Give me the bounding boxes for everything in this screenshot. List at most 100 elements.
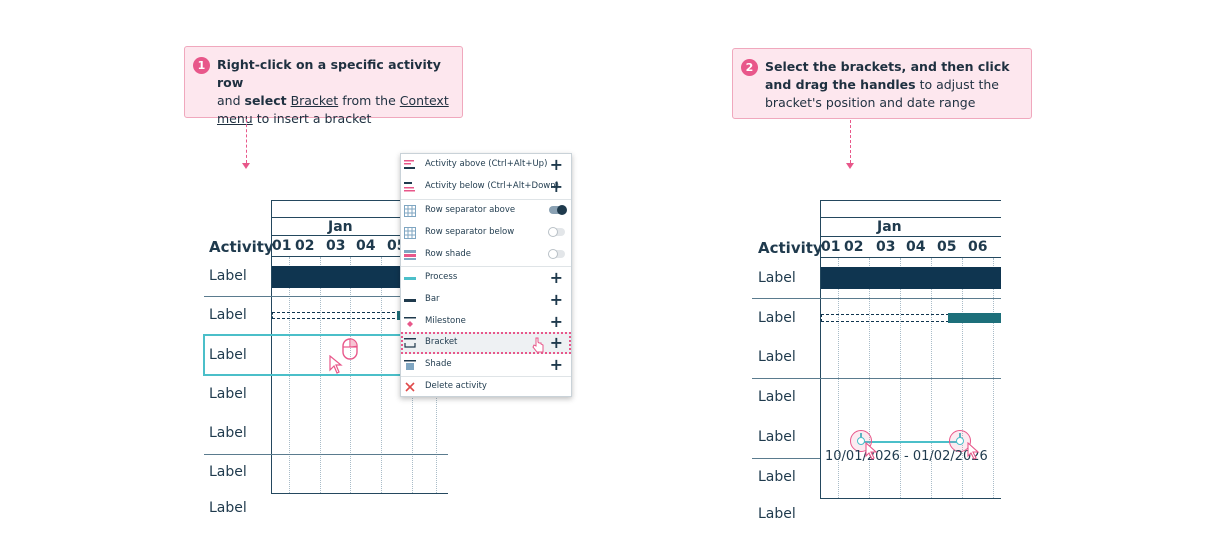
menu-item-label: Process xyxy=(425,272,458,282)
menu-item-activity-below[interactable]: Activity below (Ctrl+Alt+Down) + xyxy=(401,176,571,198)
shade-icon xyxy=(404,360,416,370)
row-label: Label xyxy=(209,386,247,402)
day-label: 04 xyxy=(356,238,376,254)
callout-1-connector xyxy=(246,119,247,163)
callout-2-part-2: to adjust the bracket's position and dat… xyxy=(765,77,999,110)
row-label: Label xyxy=(758,506,796,522)
add-icon[interactable]: + xyxy=(549,155,563,174)
step-1-badge: 1 xyxy=(193,57,210,74)
dashed-bar[interactable] xyxy=(821,314,949,322)
timeline-top-line xyxy=(271,200,406,201)
menu-item-row-separator-below[interactable]: Row separator below xyxy=(401,222,571,244)
step-2-callout: 2 Select the brackets, and then click an… xyxy=(732,48,1032,119)
dashed-bar[interactable] xyxy=(272,312,400,319)
row-label: Label xyxy=(758,389,796,405)
day-label: 05 xyxy=(937,239,957,255)
menu-item-shade[interactable]: Shade + xyxy=(401,354,571,376)
timeline-month-line xyxy=(271,217,406,218)
header-bottom-line xyxy=(271,256,406,257)
row-label: Label xyxy=(758,429,796,445)
day-label: 03 xyxy=(876,239,896,255)
gantt-bottom-line xyxy=(271,493,448,494)
row-label: Label xyxy=(209,500,247,516)
delete-icon xyxy=(405,382,415,392)
month-label: Jan xyxy=(877,219,902,235)
row-label: Label xyxy=(209,425,247,441)
selected-row-highlight[interactable] xyxy=(203,334,403,376)
teal-bar[interactable] xyxy=(397,311,402,320)
menu-item-process[interactable]: Process + xyxy=(401,267,571,289)
menu-item-activity-above[interactable]: Activity above (Ctrl+Alt+Up) + xyxy=(401,154,571,176)
row-shade-icon xyxy=(404,250,416,260)
menu-item-row-separator-above[interactable]: Row separator above xyxy=(401,200,571,222)
day-label: 01 xyxy=(821,239,841,255)
toggle-switch-on[interactable] xyxy=(549,205,567,215)
menu-item-milestone[interactable]: Milestone + xyxy=(401,311,571,333)
row-label: Label xyxy=(209,268,247,284)
row-separator xyxy=(752,458,820,459)
menu-item-bracket[interactable]: Bracket + xyxy=(401,332,571,354)
row-separator-below-icon xyxy=(404,227,416,239)
menu-item-label: Bar xyxy=(425,294,440,304)
toggle-switch-off[interactable] xyxy=(548,227,565,237)
callout-1-part-2: and xyxy=(217,93,241,108)
callout-2-arrowhead xyxy=(846,163,854,169)
menu-item-bar[interactable]: Bar + xyxy=(401,289,571,311)
pointer-cursor-icon xyxy=(967,442,980,460)
day-label: 04 xyxy=(906,239,926,255)
row-label: Label xyxy=(758,469,796,485)
bracket-line[interactable] xyxy=(862,441,961,443)
bracket-date-label: 10/01/2026 - 01/02/2026 xyxy=(825,449,988,464)
row-separator xyxy=(204,296,404,297)
day-label: 01 xyxy=(272,238,292,254)
pointer-cursor-icon xyxy=(329,355,343,374)
row-separator xyxy=(204,454,448,455)
timeline-month-line xyxy=(820,217,1001,218)
day-label: 02 xyxy=(844,239,864,255)
row-label: Label xyxy=(758,310,796,326)
milestone-icon xyxy=(404,317,416,327)
menu-item-label: Row shade xyxy=(425,249,472,259)
menu-item-label: Row separator below xyxy=(425,227,515,237)
callout-1-part-5: from the xyxy=(342,93,396,108)
callout-2-connector xyxy=(850,120,851,163)
menu-separator xyxy=(401,376,571,377)
context-menu: Activity above (Ctrl+Alt+Up) + Activity … xyxy=(400,153,572,397)
day-label: 06 xyxy=(968,239,988,255)
process-bar[interactable] xyxy=(821,267,1001,289)
add-icon[interactable]: + xyxy=(549,177,563,196)
bracket-end-handle[interactable] xyxy=(956,437,964,445)
timeline-day-line xyxy=(271,235,406,236)
activity-above-icon xyxy=(404,160,415,169)
day-label: 02 xyxy=(295,238,315,254)
menu-item-label: Activity below (Ctrl+Alt+Down) xyxy=(425,181,559,191)
row-label: Label xyxy=(758,270,796,286)
add-icon[interactable]: + xyxy=(549,355,563,374)
activity-header: Activity xyxy=(209,238,274,256)
add-icon[interactable]: + xyxy=(549,290,563,309)
menu-item-delete-activity[interactable]: Delete activity xyxy=(401,376,571,398)
bracket-start-handle[interactable] xyxy=(857,437,865,445)
row-label: Label xyxy=(758,349,796,365)
process-icon xyxy=(404,277,416,280)
activity-header: Activity xyxy=(758,239,823,257)
teal-bar[interactable] xyxy=(948,313,1001,323)
header-bottom-line xyxy=(820,257,1001,258)
row-label: Label xyxy=(209,307,247,323)
callout-1-part-7: to insert a bracket xyxy=(256,111,372,126)
add-icon[interactable]: + xyxy=(549,333,563,352)
add-icon[interactable]: + xyxy=(549,268,563,287)
menu-item-label: Shade xyxy=(425,359,452,369)
menu-item-label: Row separator above xyxy=(425,205,516,215)
step-1-callout: 1 Right-click on a specific activity row… xyxy=(184,46,463,126)
process-bar[interactable] xyxy=(272,266,402,288)
menu-item-label: Bracket xyxy=(425,337,458,347)
row-separator-above-icon xyxy=(404,205,416,217)
menu-item-label: Activity above (Ctrl+Alt+Up) xyxy=(425,159,548,169)
menu-item-row-shade[interactable]: Row shade xyxy=(401,244,571,266)
gantt-bottom-line xyxy=(820,498,1001,499)
toggle-switch-off[interactable] xyxy=(548,249,565,259)
callout-1-arrowhead xyxy=(242,163,250,169)
add-icon[interactable]: + xyxy=(549,312,563,331)
callout-2-part-1: Select the brackets, and then click and … xyxy=(765,59,1010,92)
